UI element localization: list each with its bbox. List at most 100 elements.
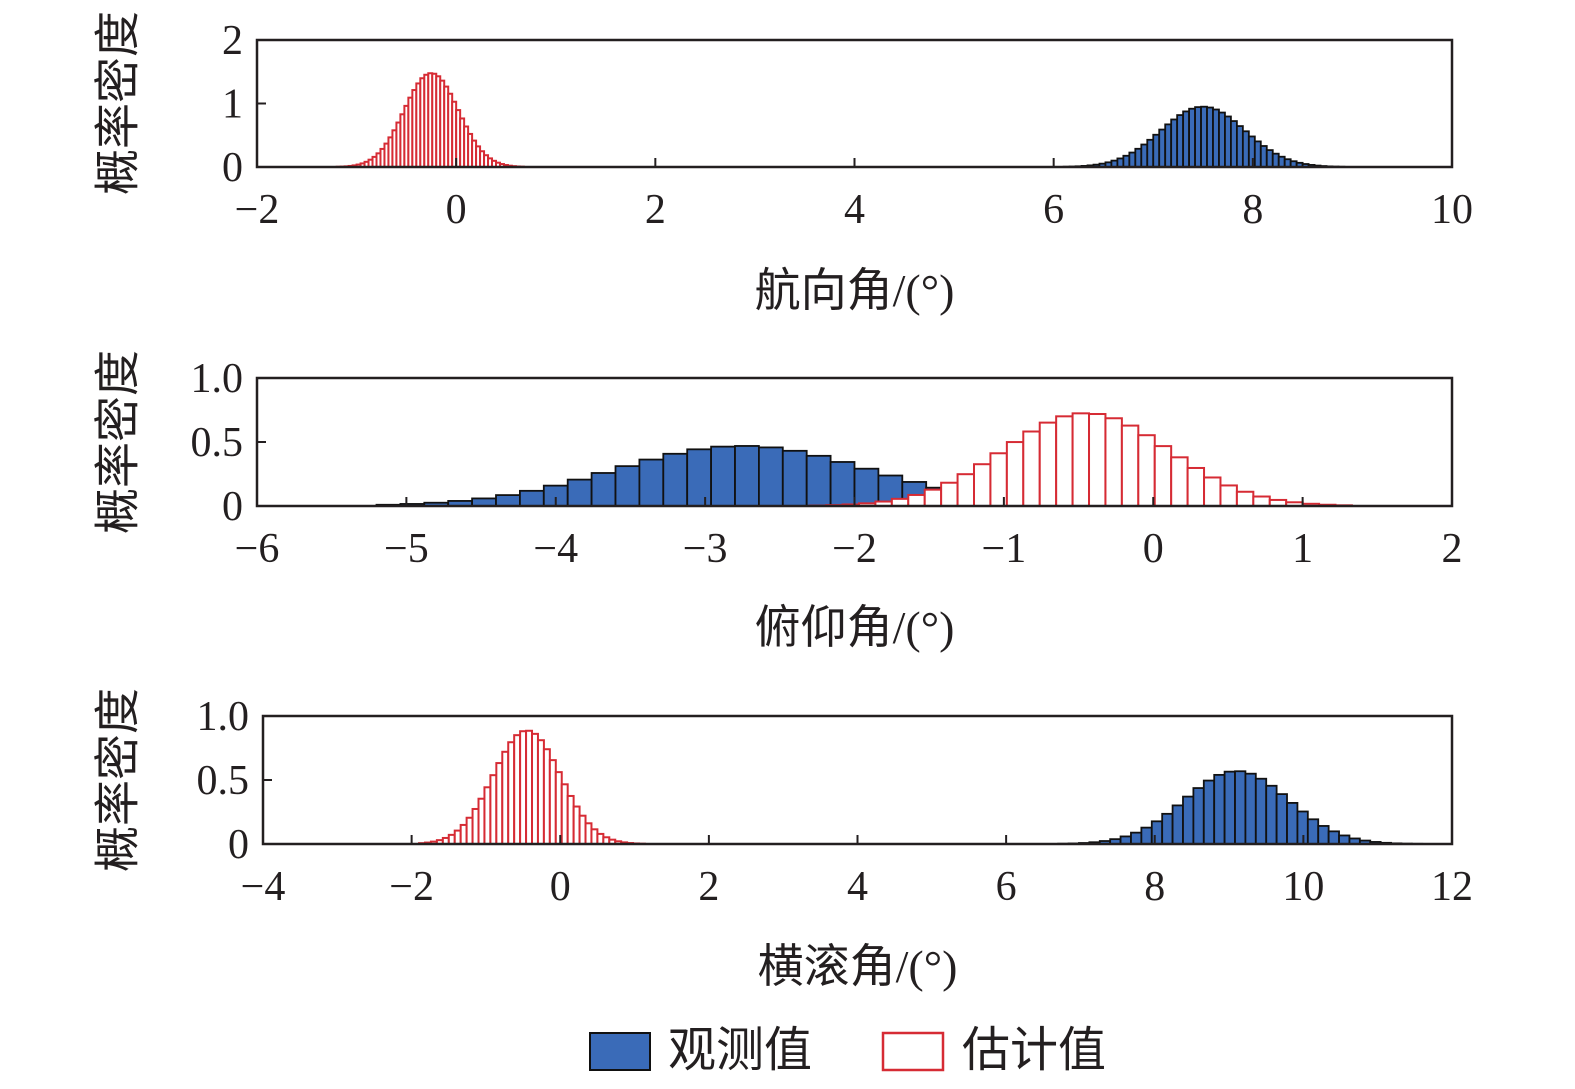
legend-swatch-observed [589, 1032, 651, 1071]
x-tick-label: −2 [832, 526, 877, 572]
histogram-bar [907, 493, 926, 507]
histogram-bar [1022, 430, 1041, 508]
histogram-bar [1277, 155, 1286, 168]
x-tick-label: −6 [235, 526, 280, 572]
histogram-bar [1120, 424, 1140, 507]
histogram-bar [1317, 825, 1330, 845]
histogram-bar [1194, 106, 1202, 168]
histogram-bar [1235, 490, 1255, 508]
histogram-bar [973, 463, 992, 507]
y-tick-label: 0 [228, 822, 249, 868]
histogram-bar [734, 445, 760, 507]
histogram-bar [1153, 445, 1173, 507]
histogram-bar [1241, 130, 1250, 168]
histogram-bar [1203, 476, 1222, 508]
x-tick-label: 10 [1431, 187, 1473, 233]
histogram-bar [1055, 415, 1074, 507]
histogram-bar [566, 478, 593, 507]
x-tick-label: 12 [1431, 864, 1473, 910]
x-tick-label: −3 [683, 526, 728, 572]
histogram-bar [638, 458, 665, 507]
histogram-bar [1170, 118, 1179, 168]
y-tick-label: 2 [222, 18, 243, 64]
histogram-bar [1213, 773, 1226, 845]
x-tick-label: −4 [533, 526, 578, 572]
histogram-bar [1150, 820, 1164, 845]
histogram-panel-2: −6 −5 −4 −3 −2 −1 0 1 2 0 0.5 1.0 俯仰角/(°) 概率密度 [93, 350, 1463, 653]
histogram-bar [1219, 484, 1238, 508]
histogram-bar [956, 473, 976, 508]
x-tick-label: 1 [1292, 526, 1313, 572]
x-tick-label: −5 [384, 526, 429, 572]
histogram-bar [710, 445, 736, 507]
x-tick-label: 8 [1242, 187, 1263, 233]
y-tick-label: 1 [222, 82, 243, 128]
histogram-bar [686, 448, 713, 507]
y-tick-label: 0.5 [191, 420, 244, 466]
x-tick-label: −1 [982, 526, 1027, 572]
histogram-bar [1137, 434, 1156, 508]
histogram-bar [1182, 795, 1195, 845]
histogram-panel-3: −4 −2 0 2 4 6 8 10 12 0 0.5 1.0 横滚角/(°) 概率密度 [93, 688, 1474, 992]
histogram-bar [1234, 770, 1247, 845]
x-tick-label: −2 [389, 864, 434, 910]
x-axis-label: 俯仰角/(°) [755, 602, 955, 653]
series-estimated [335, 72, 525, 169]
x-tick-label: 4 [844, 187, 865, 233]
y-tick-label: 0 [222, 484, 243, 530]
histogram-bar [1338, 834, 1351, 845]
histogram-bar [1254, 777, 1268, 845]
x-tick-label: 6 [1043, 187, 1064, 233]
legend-label-estimated: 估计值 [962, 1024, 1106, 1077]
histogram-bar [1005, 441, 1025, 507]
histogram-bar [1230, 120, 1238, 168]
x-tick-label: 8 [1144, 864, 1165, 910]
series-observed [1062, 105, 1346, 168]
histogram-bar [1223, 770, 1236, 845]
histogram-bar [1218, 111, 1226, 168]
histogram-bar [1071, 412, 1091, 507]
series-estimated [418, 729, 646, 846]
histogram-bar [1252, 495, 1271, 507]
histogram-bar [1170, 456, 1189, 508]
histogram-bar [923, 488, 943, 507]
histogram-bar [940, 481, 959, 508]
histogram-bar [1158, 128, 1167, 168]
x-tick-label: 10 [1282, 864, 1324, 910]
histogram-bar [614, 465, 641, 507]
histogram-bar [590, 472, 617, 507]
x-axis-label: 横滚角/(°) [758, 941, 958, 992]
histogram-bar [1122, 154, 1131, 168]
histogram-bar [1192, 787, 1205, 845]
histogram-bar [1244, 772, 1257, 845]
histogram-bar [1038, 421, 1058, 507]
histogram-bar [1286, 802, 1299, 845]
histogram-bar [805, 454, 832, 507]
x-tick-label: −2 [235, 187, 280, 233]
legend-label-observed: 观测值 [668, 1024, 812, 1077]
legend: 观测值 估计值 [589, 1024, 1106, 1077]
y-tick-label: 0.5 [197, 758, 250, 804]
x-tick-label: 6 [996, 864, 1017, 910]
x-tick-label: 2 [1442, 526, 1463, 572]
histogram-bar [1161, 812, 1174, 845]
histogram-bar [1253, 140, 1262, 168]
histogram-bar [1146, 138, 1155, 168]
y-axis-label: 概率密度 [93, 350, 144, 534]
y-tick-label: 1.0 [191, 356, 244, 402]
y-axis-label: 概率密度 [93, 688, 144, 872]
histogram-bar [1140, 826, 1153, 845]
histogram-bar [1275, 793, 1288, 845]
histogram-bar [662, 452, 689, 507]
y-tick-label: 1.0 [197, 694, 250, 740]
histogram-bar [853, 467, 880, 507]
histogram-bar [519, 489, 545, 507]
histogram-bar [1202, 779, 1216, 845]
histogram-bar [1130, 831, 1143, 845]
x-tick-label: 0 [446, 187, 467, 233]
x-axis-label: 航向角/(°) [755, 265, 955, 316]
x-tick-label: 0 [1143, 526, 1164, 572]
y-axis-label: 概率密度 [93, 11, 144, 195]
